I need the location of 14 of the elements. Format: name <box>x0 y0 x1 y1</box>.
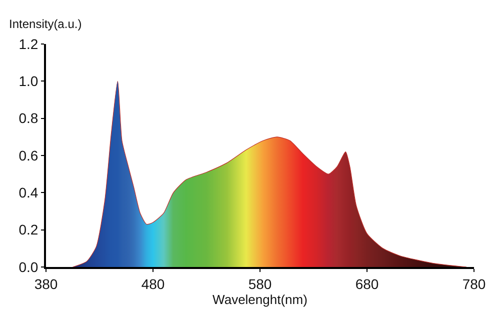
y-axis-title: Intensity(a.u.) <box>9 17 82 31</box>
y-tick-label: 0.6 <box>18 147 38 164</box>
y-tick-label: 0.4 <box>18 184 38 201</box>
y-tick-label: 1.2 <box>18 36 38 52</box>
x-axis-title: Wavelenght(nm) <box>212 292 308 307</box>
y-tick-label: 1.0 <box>18 73 38 90</box>
x-tick-label: 680 <box>355 276 379 292</box>
x-tick-label: 580 <box>248 276 272 292</box>
y-tick-label: 0.8 <box>18 110 38 126</box>
x-tick-label: 380 <box>34 276 58 292</box>
x-tick-label: 780 <box>462 276 486 292</box>
x-tick-label: 480 <box>141 276 165 292</box>
y-tick-label: 0.0 <box>18 258 38 275</box>
y-tick-label: 0.2 <box>18 222 38 238</box>
